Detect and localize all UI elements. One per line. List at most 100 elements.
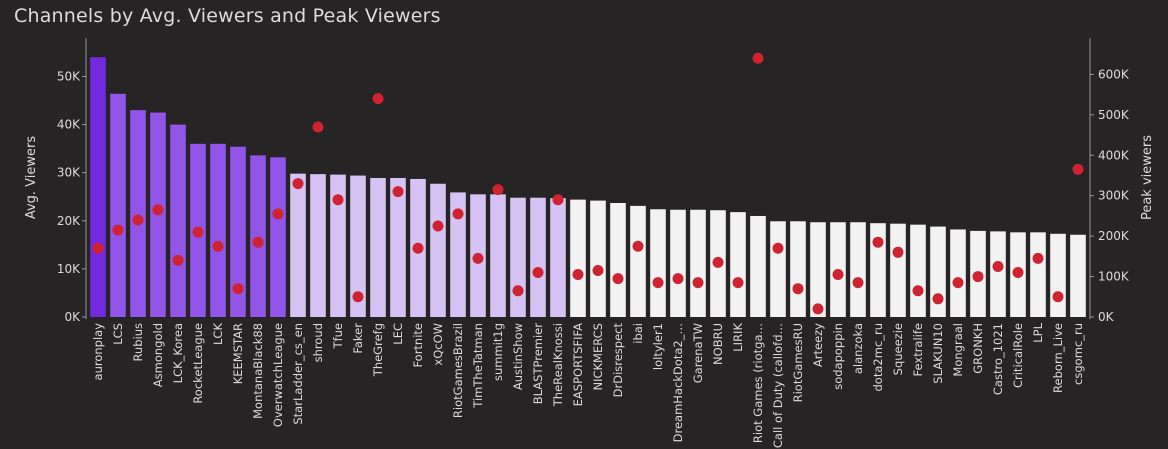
dot-peak-viewers xyxy=(1012,267,1024,279)
x-tick-label: NOBRU xyxy=(711,323,725,365)
bar-avg-viewers xyxy=(890,223,906,317)
bar-avg-viewers xyxy=(350,175,366,317)
dot-peak-viewers xyxy=(452,208,464,220)
x-tick-label: Fextralife xyxy=(911,323,925,376)
x-tick-label: Tfue xyxy=(331,323,345,349)
left-tick-label: 20K xyxy=(57,214,81,228)
dot-peak-viewers xyxy=(352,291,364,303)
dot-peak-viewers xyxy=(92,242,104,254)
x-tick-label: DrDisrespect xyxy=(611,323,625,398)
x-tick-label: Reborn_Live xyxy=(1051,323,1065,393)
dot-peak-viewers xyxy=(132,214,144,226)
right-tick-label: 500K xyxy=(1098,108,1130,122)
right-tick-label: 300K xyxy=(1098,189,1130,203)
x-tick-label: Faker xyxy=(351,323,365,354)
bar-avg-viewers xyxy=(630,205,646,317)
x-tick-label: sodapoppin xyxy=(831,323,845,390)
dot-peak-viewers xyxy=(232,283,244,295)
dot-peak-viewers xyxy=(832,269,844,281)
dot-peak-viewers xyxy=(552,194,564,206)
dot-peak-viewers xyxy=(112,224,124,236)
dot-peak-viewers xyxy=(312,121,324,133)
y-axis-title: Avg. Viewers xyxy=(24,136,39,220)
dot-peak-viewers xyxy=(1072,163,1084,175)
right-tick-label: 400K xyxy=(1098,148,1130,162)
x-tick-label: alanzoka xyxy=(851,323,865,374)
x-tick-label: ibai xyxy=(631,323,645,344)
bar-avg-viewers xyxy=(270,157,286,317)
dot-peak-viewers xyxy=(412,242,424,254)
left-tick-label: 10K xyxy=(57,262,81,276)
dot-peak-viewers xyxy=(612,273,624,285)
dot-peak-viewers xyxy=(192,226,204,238)
x-tick-label: RiotGamesBrazil xyxy=(451,323,465,418)
bar-avg-viewers xyxy=(590,200,606,317)
right-tick-label: 600K xyxy=(1098,67,1130,81)
dot-peak-viewers xyxy=(292,178,304,190)
x-tick-label: LPL xyxy=(1031,322,1045,342)
bar-avg-viewers xyxy=(290,173,306,317)
bar-avg-viewers xyxy=(910,224,926,317)
bar-avg-viewers xyxy=(430,183,446,317)
bar-avg-viewers xyxy=(610,202,626,317)
bar-avg-viewers xyxy=(170,124,186,317)
left-tick-label: 0K xyxy=(64,310,81,324)
bar-avg-viewers xyxy=(570,199,586,317)
x-tick-label: shroud xyxy=(311,323,325,362)
bar-avg-viewers xyxy=(90,57,106,317)
x-tick-label: Arteezy xyxy=(811,323,825,367)
bar-avg-viewers xyxy=(990,231,1006,317)
right-tick-label: 200K xyxy=(1098,229,1130,243)
bar-avg-viewers xyxy=(130,110,146,317)
left-tick-label: 30K xyxy=(57,166,81,180)
dot-peak-viewers xyxy=(712,256,724,268)
dot-peak-viewers xyxy=(692,277,704,289)
x-tick-label: EASPORTSFIFA xyxy=(571,323,585,406)
x-tick-label: auronplay xyxy=(91,323,105,381)
dot-peak-viewers xyxy=(812,303,824,315)
x-tick-label: RocketLeague xyxy=(191,323,205,404)
x-tick-label: Asmongold xyxy=(151,323,165,387)
bar-avg-viewers xyxy=(510,197,526,317)
x-tick-label: csgomc_ru xyxy=(1071,323,1085,385)
x-tick-label: OverwatchLeague xyxy=(271,323,285,427)
x-tick-label: LCK_Korea xyxy=(171,323,185,383)
dot-peak-viewers xyxy=(792,283,804,295)
right-tick-label: 100K xyxy=(1098,270,1130,284)
dot-peak-viewers xyxy=(512,285,524,297)
bar-avg-viewers xyxy=(790,221,806,317)
bar-avg-viewers xyxy=(770,221,786,317)
bar-avg-viewers xyxy=(450,192,466,317)
x-tick-label: NICKMERCS xyxy=(591,323,605,391)
dot-peak-viewers xyxy=(492,184,504,196)
x-tick-label: Fortnite xyxy=(411,323,425,368)
dot-peak-viewers xyxy=(332,194,344,206)
right-tick-label: 0K xyxy=(1098,310,1115,324)
dot-peak-viewers xyxy=(572,269,584,281)
dot-peak-viewers xyxy=(272,208,284,220)
x-tick-label: MontanaBlack88 xyxy=(251,323,265,419)
bar-avg-viewers xyxy=(330,174,346,317)
bar-avg-viewers xyxy=(370,177,386,317)
bar-avg-viewers xyxy=(1050,233,1066,317)
bar-avg-viewers xyxy=(390,177,406,317)
x-tick-label: StarLadder_cs_en xyxy=(291,323,305,425)
bar-avg-viewers xyxy=(310,174,326,317)
x-tick-label: loltyler1 xyxy=(651,323,665,370)
x-tick-label: TheGrefg xyxy=(371,323,385,377)
bar-avg-viewers xyxy=(210,143,226,317)
x-tick-label: GarenaTW xyxy=(691,323,705,383)
x-tick-label: Rubius xyxy=(131,323,145,362)
x-tick-label: AustinShow xyxy=(511,323,525,390)
x-tick-label: Castro_1021 xyxy=(991,323,1005,395)
dot-peak-viewers xyxy=(212,240,224,252)
dot-peak-viewers xyxy=(392,186,404,198)
bar-avg-viewers xyxy=(730,212,746,317)
x-tick-label: Riot Games (riotga… xyxy=(751,323,765,443)
dot-peak-viewers xyxy=(172,254,184,266)
bar-avg-viewers xyxy=(490,194,506,317)
dot-peak-viewers xyxy=(912,285,924,297)
dot-peak-viewers xyxy=(432,220,444,232)
dot-peak-viewers xyxy=(372,93,384,105)
